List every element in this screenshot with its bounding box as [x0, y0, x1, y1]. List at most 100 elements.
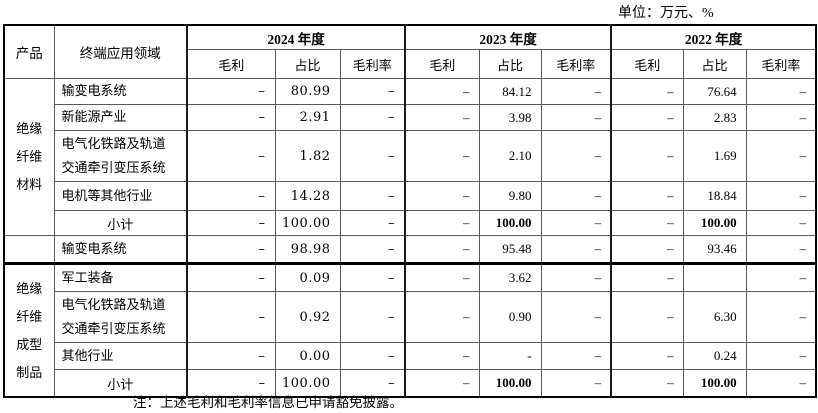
subtotal-label: 小计	[53, 369, 188, 398]
table-cell: –	[186, 181, 276, 211]
table-cell: –	[540, 291, 612, 343]
table-cell: 100.00	[274, 369, 341, 398]
table-cell: 0.09	[274, 262, 341, 292]
row-label: 电气化铁路及轨道 交通牵引变压系统	[53, 291, 188, 343]
table-cell: –	[540, 181, 612, 211]
table-cell: 100.00	[682, 369, 747, 398]
table-cell: 80.99	[274, 78, 341, 105]
header-proportion: 占比	[478, 49, 542, 79]
unit-note: 单位：万元、%	[618, 6, 714, 21]
table-cell: –	[745, 181, 817, 211]
header-gross-margin: 毛利率	[540, 49, 612, 79]
table-cell: –	[339, 210, 406, 236]
table-cell: –	[610, 262, 684, 292]
table-cell: 98.98	[274, 235, 341, 264]
table-cell: –	[745, 262, 817, 292]
table-cell: 0.90	[478, 291, 542, 343]
table-cell: –	[745, 210, 817, 236]
table-cell: 14.28	[274, 181, 341, 211]
header-proportion: 占比	[682, 49, 747, 79]
margin-table: 产品 终端应用领域 2024 年度 2023 年度 2022 年度 毛利 占比 …	[3, 24, 818, 398]
table-cell: –	[186, 78, 276, 105]
table-cell: –	[610, 342, 684, 370]
table-cell: 1.69	[682, 130, 747, 182]
table-cell: 9.80	[478, 181, 542, 211]
table-cell: –	[404, 104, 480, 131]
table-cell: –	[404, 130, 480, 182]
row-label: 新能源产业	[53, 104, 188, 131]
table-row: 绝缘 纤维 材料 输变电系统 – 80.99 – – 84.12 – – 76.…	[3, 78, 817, 236]
table-cell: 3.62	[478, 262, 542, 292]
table-cell: –	[186, 104, 276, 131]
header-gross-profit: 毛利	[610, 49, 684, 79]
table-cell: –	[540, 104, 612, 131]
header-gross-margin: 毛利率	[745, 49, 817, 79]
header-year-2024: 2024 年度	[185, 24, 406, 50]
table-cell: –	[404, 369, 480, 398]
table-cell: –	[745, 130, 817, 182]
table-cell: –	[186, 130, 276, 182]
table-cell: –	[540, 369, 612, 398]
table-row: 输变电系统 – 98.98 – – 95.48 – – 93.46 –	[3, 235, 817, 264]
table-cell: –	[745, 104, 817, 131]
table-cell: –	[610, 235, 684, 264]
row-label: 输变电系统	[53, 78, 188, 105]
table-cell: 0.92	[274, 291, 341, 343]
table-cell: –	[339, 78, 406, 105]
table-cell: 2.83	[682, 104, 747, 131]
table-cell: –	[610, 130, 684, 182]
table-cell: –	[339, 291, 406, 343]
table-cell: 2.91	[274, 104, 341, 131]
row-label: 电气化铁路及轨道 交通牵引变压系统	[53, 130, 188, 182]
table-cell: 0.00	[274, 342, 341, 370]
header-year-2022: 2022 年度	[610, 24, 817, 50]
product-label-molded: 绝缘 纤维 成型 制品	[3, 262, 55, 398]
table-cell: 3.98	[478, 104, 542, 131]
table-cell: –	[540, 342, 612, 370]
row-label: 电机等其他行业	[53, 181, 188, 211]
header-gross-margin: 毛利率	[339, 49, 406, 79]
table-row: 电机等其他行业 – 14.28 – – 9.80 – – 18.84 –	[4, 181, 817, 211]
table-cell: –	[404, 210, 480, 236]
table-cell: –	[404, 342, 480, 370]
product-cell-empty	[3, 235, 55, 264]
table-cell: 84.12	[478, 78, 542, 105]
header-gross-profit: 毛利	[404, 49, 480, 79]
table-cell: –	[745, 291, 817, 343]
table-cell: –	[339, 262, 406, 292]
table-cell: 18.84	[682, 181, 747, 211]
table-cell: –	[540, 130, 612, 182]
row-label: 输变电系统	[53, 235, 188, 264]
row-label: 其他行业	[53, 342, 188, 370]
table-cell: 2.10	[478, 130, 542, 182]
table-cell: –	[610, 369, 684, 398]
subtotal-row: 小计 – 100.00 – – 100.00 – – 100.00 –	[4, 369, 817, 398]
table-cell: 100.00	[682, 210, 747, 236]
table-cell: 95.48	[478, 235, 542, 264]
table-cell: 93.46	[682, 235, 747, 264]
table-cell: –	[610, 78, 684, 105]
header-proportion: 占比	[274, 49, 341, 79]
header-row-years: 产品 终端应用领域 2024 年度 2023 年度 2022 年度	[3, 24, 817, 79]
table-cell: 6.30	[682, 291, 747, 343]
table-cell: –	[745, 235, 817, 264]
table-cell: –	[610, 181, 684, 211]
product-label-material: 绝缘 纤维 材料	[3, 78, 55, 236]
header-application: 终端应用领域	[53, 24, 188, 79]
table-row: 新能源产业 – 2.91 – – 3.98 – – 2.83 –	[4, 104, 817, 131]
table-cell: –	[745, 342, 817, 370]
row-label: 军工装备	[53, 262, 188, 292]
table-cell: –	[404, 235, 480, 264]
table-cell: 1.82	[274, 130, 341, 182]
subtotal-row: 小计 – 100.00 – – 100.00 – – 100.00 –	[4, 210, 817, 236]
table-cell: –	[186, 262, 276, 292]
table-cell: –	[339, 342, 406, 370]
table-cell: –	[540, 210, 612, 236]
table-row: 电气化铁路及轨道 交通牵引变压系统 – 0.92 – – 0.90 – – 6.…	[4, 291, 817, 343]
table-cell: -	[478, 342, 542, 370]
table-cell: –	[540, 78, 612, 105]
table-cell: –	[610, 291, 684, 343]
table-cell: –	[745, 369, 817, 398]
header-row-metrics: 毛利 占比 毛利率 毛利 占比 毛利率 毛利 占比 毛利率	[4, 49, 817, 79]
table-cell: –	[745, 78, 817, 105]
